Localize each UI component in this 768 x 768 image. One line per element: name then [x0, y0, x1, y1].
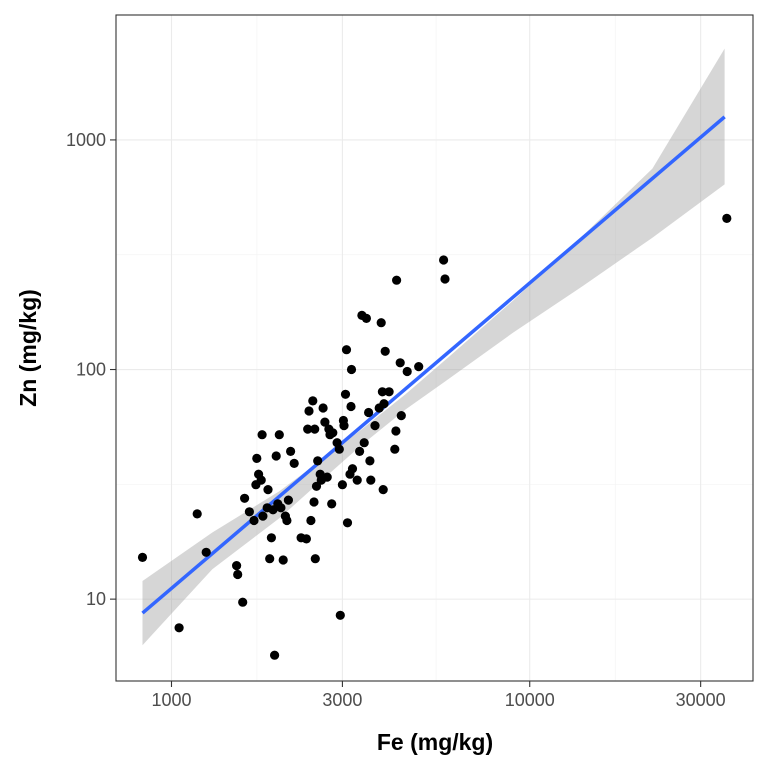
data-point: [304, 406, 314, 416]
data-point: [395, 358, 405, 368]
data-point: [379, 399, 389, 409]
data-point: [256, 475, 266, 485]
y-tick-label: 100: [76, 360, 106, 380]
data-point: [282, 515, 292, 526]
x-tick-label: 1000: [151, 690, 191, 710]
panel-border: [115, 14, 754, 682]
data-point: [249, 515, 259, 526]
data-point: [366, 475, 376, 485]
x-tick-label: 3000: [322, 690, 362, 710]
gridlines: [116, 15, 753, 681]
data-point: [232, 561, 242, 571]
data-point: [271, 451, 281, 461]
data-point: [286, 446, 296, 456]
data-point: [311, 481, 322, 491]
data-point: [318, 403, 328, 413]
data-point: [364, 407, 374, 418]
data-point: [439, 255, 449, 265]
data-point: [378, 485, 388, 495]
x-tick-label: 10000: [505, 690, 555, 710]
data-point: [339, 421, 349, 431]
data-point: [270, 650, 280, 660]
data-point: [265, 554, 275, 564]
data-point: [370, 421, 380, 431]
data-point: [257, 430, 267, 440]
data-point: [346, 401, 356, 412]
data-point: [414, 362, 424, 372]
y-tick-label: 10: [86, 589, 106, 609]
data-point: [308, 396, 318, 406]
data-point: [322, 472, 332, 482]
data-point: [347, 464, 358, 474]
data-point: [252, 453, 262, 463]
data-point: [327, 499, 337, 509]
data-point: [384, 387, 394, 397]
data-point: [274, 430, 284, 440]
data-point: [289, 458, 299, 468]
data-point: [392, 275, 402, 285]
data-point: [359, 438, 369, 448]
data-point: [283, 495, 293, 505]
data-point: [233, 569, 243, 580]
data-point: [440, 274, 450, 284]
y-axis-title: Zn (mg/kg): [15, 289, 41, 407]
data-point: [263, 485, 273, 495]
data-point: [390, 444, 400, 454]
axis-tick-labels: 1000 3000 10000 30000 10 100 1000: [66, 130, 726, 710]
data-point: [244, 507, 254, 517]
x-axis-title: Fe (mg/kg): [377, 729, 493, 755]
data-point: [361, 313, 371, 323]
data-point: [341, 345, 352, 355]
data-point: [334, 444, 344, 454]
fit-line: [141, 115, 726, 615]
data-point: [346, 364, 357, 375]
axis-ticks: [110, 139, 702, 687]
data-point: [355, 446, 365, 456]
data-point: [301, 534, 311, 544]
data-point: [310, 424, 320, 434]
data-point: [309, 497, 319, 507]
data-point: [201, 547, 211, 557]
data-point: [376, 318, 386, 328]
data-point: [328, 428, 338, 438]
data-point: [320, 417, 330, 427]
data-point: [276, 503, 286, 513]
data-point: [258, 511, 268, 521]
data-point: [310, 554, 320, 564]
data-point: [342, 518, 353, 528]
data-point: [192, 509, 202, 519]
data-point: [396, 411, 406, 421]
data-point: [365, 456, 375, 466]
data-point: [266, 533, 276, 543]
y-tick-label: 1000: [66, 130, 106, 150]
data-point: [335, 610, 345, 620]
data-point: [303, 424, 313, 434]
data-point: [377, 387, 387, 397]
data-points: [137, 213, 732, 660]
data-point: [391, 426, 401, 436]
data-point: [238, 597, 248, 607]
data-point: [352, 475, 362, 485]
data-point: [306, 515, 316, 526]
data-point: [402, 366, 412, 377]
data-point: [340, 389, 351, 399]
data-point: [380, 346, 390, 356]
data-point: [278, 555, 288, 565]
data-point: [240, 493, 250, 503]
data-point: [337, 480, 347, 490]
data-point: [313, 456, 323, 466]
data-point: [137, 552, 148, 563]
fit-line-layer: [141, 115, 726, 615]
x-tick-label: 30000: [676, 690, 726, 710]
data-point: [174, 623, 184, 633]
data-point: [722, 213, 732, 223]
